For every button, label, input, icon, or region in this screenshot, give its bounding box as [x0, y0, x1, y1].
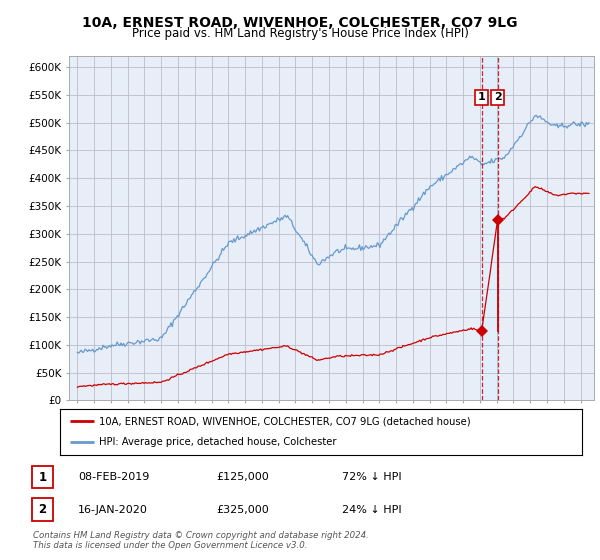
Text: HPI: Average price, detached house, Colchester: HPI: Average price, detached house, Colc…	[99, 437, 337, 447]
Text: 10A, ERNEST ROAD, WIVENHOE, COLCHESTER, CO7 9LG (detached house): 10A, ERNEST ROAD, WIVENHOE, COLCHESTER, …	[99, 416, 471, 426]
Text: 08-FEB-2019: 08-FEB-2019	[78, 472, 149, 482]
Text: 16-JAN-2020: 16-JAN-2020	[78, 505, 148, 515]
Text: £125,000: £125,000	[216, 472, 269, 482]
Text: 2: 2	[494, 92, 502, 102]
Text: 1: 1	[478, 92, 485, 102]
Text: Contains HM Land Registry data © Crown copyright and database right 2024.
This d: Contains HM Land Registry data © Crown c…	[33, 531, 369, 550]
Text: 72% ↓ HPI: 72% ↓ HPI	[342, 472, 401, 482]
Text: 24% ↓ HPI: 24% ↓ HPI	[342, 505, 401, 515]
Bar	[482, 56, 497, 400]
Text: Price paid vs. HM Land Registry's House Price Index (HPI): Price paid vs. HM Land Registry's House …	[131, 27, 469, 40]
Text: 10A, ERNEST ROAD, WIVENHOE, COLCHESTER, CO7 9LG: 10A, ERNEST ROAD, WIVENHOE, COLCHESTER, …	[82, 16, 518, 30]
Text: 1: 1	[38, 470, 47, 484]
Text: 2: 2	[38, 503, 47, 516]
Text: £325,000: £325,000	[216, 505, 269, 515]
